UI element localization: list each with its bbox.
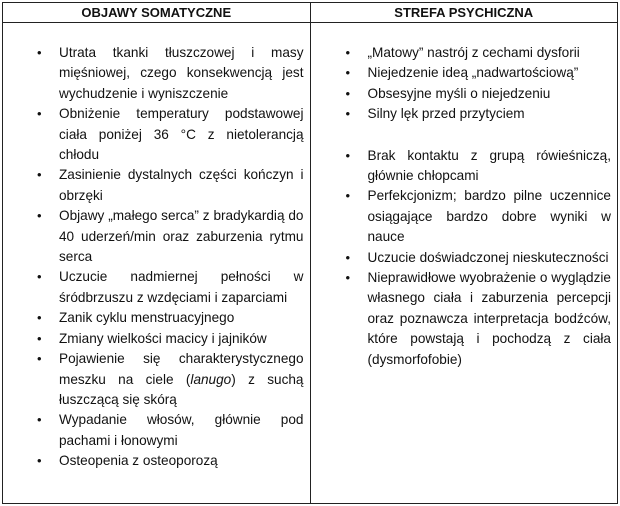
bullet-icon: • <box>345 147 351 163</box>
list-item: • Niejedzenie ideą „nadwartościową” <box>346 63 612 83</box>
list-item: • Obsesyjne myśli o niejedzeniu <box>346 84 612 104</box>
list-item: • Objawy „małego serca” z bradykardią do … <box>37 208 304 265</box>
list-item: • Wypadanie włosów, głównie pod pachami i… <box>37 412 304 448</box>
list-item: • Silny lęk przed przytyciem <box>346 104 612 124</box>
psychic-cell: • „Matowy” nastrój z cechami dysforii • Ni… <box>309 22 618 504</box>
bullet-icon: • <box>345 45 351 60</box>
list-item: • „Matowy” nastrój z cechami dysforii <box>346 43 612 63</box>
list-item: • Zasinienie dystalnych części kończyn i … <box>37 167 304 203</box>
bullet-icon: • <box>37 269 42 285</box>
header-psychic: STREFA PSYCHICZNA <box>309 2 618 23</box>
list-item: • Utrata tkanki tłuszczowej i masy mięśni… <box>37 45 304 101</box>
bullet-icon: • <box>345 188 351 204</box>
list-item: • Obniżenie temperatury podstawowej ciała… <box>37 106 304 163</box>
spacer <box>368 125 612 146</box>
bullet-icon: • <box>37 330 42 346</box>
list-item: • Uczucie nadmiernej pełności w śródbrzus… <box>37 269 304 305</box>
list-item: • Pojawienie się charakterystycznego mesz… <box>37 351 304 407</box>
bullet-icon: • <box>37 208 42 224</box>
bullet-icon: • <box>37 453 42 469</box>
bullet-icon: • <box>37 106 42 122</box>
list-item: • Osteopenia z osteoporozą <box>37 451 304 471</box>
list-item: • Brak kontaktu z grupą rówieśniczą, głów… <box>345 147 612 184</box>
bullet-icon: • <box>37 167 42 183</box>
somatic-cell: • Utrata tkanki tłuszczowej i masy mięśni… <box>2 22 311 504</box>
list-item: • Uczucie doświadczonej nieskuteczności <box>346 248 612 268</box>
psychic-list: • „Matowy” nastrój z cechami dysforii • Ni… <box>311 23 618 370</box>
header-somatic: OBJAWY SOMATYCZNE <box>2 2 311 23</box>
somatic-list: • Utrata tkanki tłuszczowej i masy mięśni… <box>3 23 310 472</box>
bullet-icon: • <box>37 45 42 60</box>
bullet-icon: • <box>345 65 351 81</box>
list-item: • Perfekcjonizm; bardzo pilne uczennice o… <box>345 188 612 245</box>
bullet-icon: • <box>345 270 351 286</box>
bullet-icon: • <box>37 351 42 367</box>
list-item: • Zmiany wielkości macicy i jajników <box>37 329 304 349</box>
list-item: • Nieprawidłowe wyobrażenie o wyglądzie w… <box>345 270 612 367</box>
list-item: • Zanik cyklu menstruacyjnego <box>37 308 304 328</box>
bullet-icon: • <box>345 106 351 122</box>
bullet-icon: • <box>345 249 351 265</box>
bullet-icon: • <box>37 412 42 428</box>
bullet-icon: • <box>37 310 42 326</box>
bullet-icon: • <box>345 85 351 101</box>
